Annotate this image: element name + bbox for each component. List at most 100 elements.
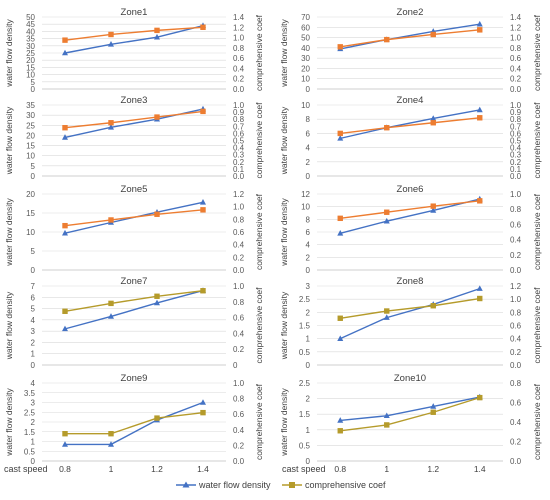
data-point-water-flow [383, 412, 390, 419]
right-tick-label: 0.8 [510, 205, 522, 214]
right-tick-label: 0.6 [233, 54, 245, 63]
left-tick-label: 7 [31, 282, 36, 291]
legend-water-flow-marker [182, 481, 190, 488]
left-tick-label: 0.5 [299, 441, 311, 450]
data-point-water-flow [200, 199, 206, 205]
data-point-comprehensive [430, 409, 436, 415]
left-tick-label: 50 [301, 34, 310, 43]
series-line-water-flow [65, 401, 204, 446]
legend-comprehensive-marker [289, 482, 295, 488]
right-tick-label: 0.6 [233, 410, 245, 419]
data-point-water-flow [476, 20, 483, 27]
data-point-water-flow [383, 217, 390, 224]
left-tick-label: 1.5 [24, 428, 36, 437]
data-point-comprehensive [108, 217, 114, 223]
y-left-axis-title: water flow density [279, 106, 289, 175]
left-tick-label: 4 [31, 379, 36, 388]
left-tick-label: 0 [306, 457, 311, 466]
data-point-comprehensive [154, 293, 160, 299]
left-tick-label: 35 [26, 35, 35, 44]
right-tick-label: 0.1 [233, 165, 245, 174]
left-tick-label: 4 [306, 144, 311, 153]
right-tick-label: 1.2 [510, 23, 522, 32]
left-tick-label: 2 [306, 308, 311, 317]
right-tick-label: 0.2 [233, 345, 245, 354]
data-point-comprehensive [337, 315, 343, 321]
right-tick-label: 0.2 [233, 441, 245, 450]
left-tick-label: 1 [306, 335, 311, 344]
left-tick-label: 15 [26, 209, 35, 218]
right-tick-label: 0.8 [233, 215, 245, 224]
data-point-water-flow [337, 417, 344, 423]
data-point-comprehensive [384, 36, 390, 43]
left-tick-label: 2.5 [299, 379, 311, 388]
y-left-axis-title: water flow density [279, 387, 289, 456]
panel-title: Zone3 [121, 95, 148, 106]
data-point-comprehensive [62, 308, 68, 314]
panel-title: Zone5 [121, 184, 148, 195]
right-tick-label: 0.2 [510, 158, 522, 167]
left-tick-label: 1 [31, 438, 36, 447]
data-point-water-flow [337, 135, 344, 141]
left-tick-label: 10 [301, 101, 310, 110]
x-tick-label: 1 [109, 464, 114, 474]
left-tick-label: 5 [31, 162, 36, 171]
data-point-water-flow [430, 115, 437, 121]
right-tick-label: 0.2 [510, 348, 522, 357]
left-tick-label: 2 [306, 395, 311, 404]
right-tick-label: 0.4 [510, 418, 522, 427]
right-tick-label: 0.9 [510, 108, 522, 117]
right-tick-label: 1.2 [510, 282, 522, 291]
left-tick-label: 20 [301, 64, 310, 73]
y-right-axis-title: comprehensive coef [254, 14, 264, 91]
right-tick-label: 0.4 [233, 426, 245, 435]
data-point-water-flow [108, 313, 114, 319]
series-line-comprehensive [64, 290, 204, 312]
panel-zone5: 0 5 10 15 20 0.0 0.2 0.4 0.6 0.8 1.0 1.2 Zone5 water … [4, 184, 264, 275]
legend: water flow density comprehensive coef [176, 480, 386, 490]
y-left-axis-title: water flow density [4, 106, 14, 175]
right-tick-label: 0.1 [510, 165, 522, 174]
series-line-comprehensive [65, 411, 204, 435]
left-tick-label: 35 [26, 101, 35, 110]
data-point-water-flow [476, 106, 483, 113]
y-left-axis-title: water flow density [279, 18, 289, 87]
right-tick-label: 0.6 [510, 220, 522, 229]
left-tick-label: 1.5 [299, 410, 311, 419]
data-point-water-flow [62, 325, 68, 332]
right-tick-label: 1.2 [233, 23, 245, 32]
data-point-comprehensive [200, 288, 206, 294]
panel-zone6: 0 2 4 6 8 10 12 0.0 0.2 0.4 0.6 0.8 1.0 Zone6 water fl… [279, 184, 542, 275]
y-left-axis-title: water flow density [4, 387, 14, 456]
series-line-comprehensive [340, 396, 480, 432]
data-point-comprehensive [62, 125, 68, 131]
data-point-comprehensive [384, 422, 390, 428]
right-tick-label: 0.6 [510, 54, 522, 63]
series-line-water-flow [339, 287, 480, 340]
right-tick-label: 1.4 [510, 13, 522, 22]
left-tick-label: 5 [31, 247, 36, 256]
y-left-axis-title: water flow density [4, 197, 14, 266]
left-tick-label: 0 [306, 361, 311, 370]
right-tick-label: 0.0 [233, 172, 245, 181]
y-left-axis-title: water flow density [279, 291, 289, 360]
left-tick-label: 3 [31, 327, 36, 336]
data-point-comprehensive [384, 209, 390, 215]
left-tick-label: 4 [31, 316, 36, 325]
data-point-water-flow [337, 229, 344, 236]
y-right-axis-title: comprehensive coef [532, 287, 542, 364]
series-line-comprehensive [340, 200, 480, 220]
left-tick-label: 40 [26, 27, 35, 36]
right-tick-label: 0.0 [510, 457, 522, 466]
right-tick-label: 0.8 [233, 395, 245, 404]
y-right-axis-title: comprehensive coef [532, 14, 542, 91]
right-tick-label: 0.2 [510, 438, 522, 447]
left-tick-label: 60 [301, 23, 310, 32]
right-tick-label: 0.8 [510, 115, 522, 124]
y-left-axis-title: water flow density [279, 197, 289, 266]
left-tick-label: 50 [26, 13, 35, 22]
right-tick-label: 0.4 [510, 236, 522, 245]
y-left-axis-title: water flow density [4, 291, 14, 360]
left-tick-label: 6 [306, 228, 311, 237]
series-line-comprehensive [64, 209, 204, 227]
